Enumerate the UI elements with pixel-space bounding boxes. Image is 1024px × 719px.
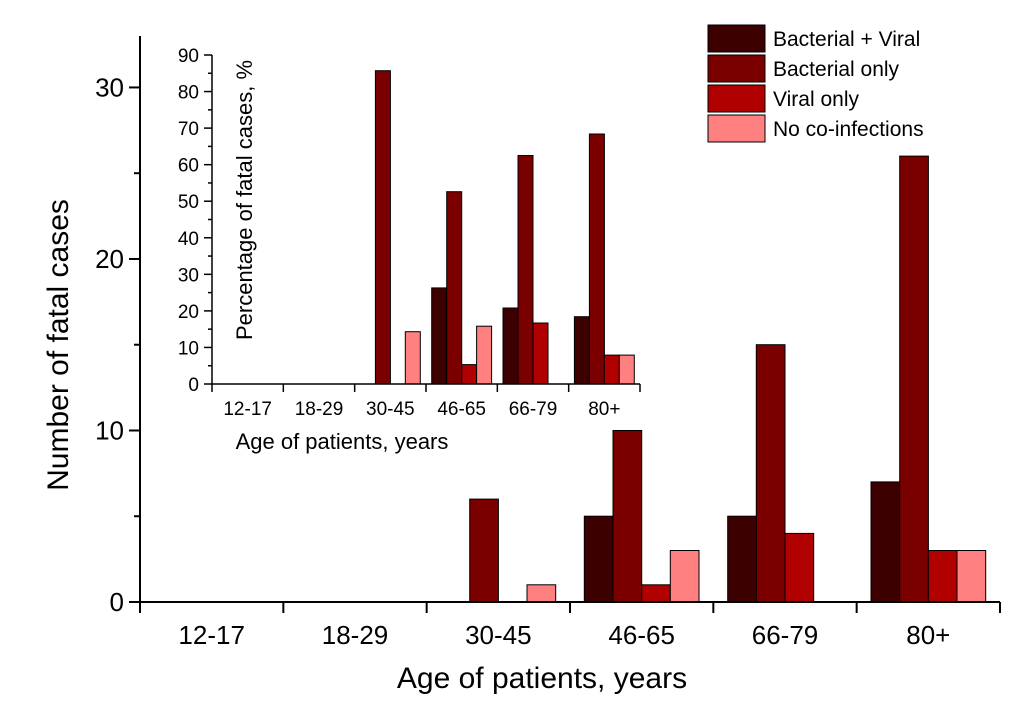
main-bar [870, 481, 901, 603]
inset-bar [502, 307, 519, 385]
main-y-tick-label: 10 [95, 415, 124, 445]
inset-x-tick-label: 12-17 [223, 399, 272, 420]
inset-y-axis-title: Percentage of fatal cases, % [232, 60, 257, 340]
inset-y-tick-label: 60 [178, 156, 199, 177]
legend-label: Viral only [773, 88, 859, 111]
main-bar [956, 550, 987, 603]
main-chart: 0 10 20 30 12-17 18-29 30-45 46-65 66-79 80+ Age o… [42, 36, 1001, 695]
inset-y-tick-label: 0 [188, 375, 199, 396]
inset-bar [603, 354, 620, 385]
main-x-tick-label: 80+ [906, 620, 950, 650]
inset-bar [404, 331, 421, 385]
main-bar [583, 515, 614, 603]
inset-bar [588, 133, 605, 385]
inset-y-tick-label: 80 [178, 83, 199, 104]
legend-swatch [707, 114, 766, 143]
main-y-tick-label: 30 [95, 72, 124, 102]
main-x-tick-label: 66-79 [752, 620, 819, 650]
main-y-tick-label: 20 [95, 244, 124, 274]
legend: Bacterial + Viral Bacterial only Viral onl… [707, 24, 924, 143]
main-x-tick-label: 30-45 [465, 620, 532, 650]
main-y-tick-label: 0 [110, 587, 124, 617]
main-x-tick-label: 18-29 [322, 620, 389, 650]
inset-y-tick-label: 10 [178, 338, 199, 359]
inset-bar [461, 364, 478, 385]
inset-bar [374, 70, 391, 385]
inset-bar [618, 354, 635, 385]
inset-y-tick-label: 20 [178, 302, 199, 323]
inset-bar [476, 325, 493, 385]
main-bar [784, 532, 815, 603]
inset-x-tick-label: 18-29 [295, 399, 344, 420]
inset-y-tick-label: 90 [178, 46, 199, 67]
main-bar [612, 430, 643, 603]
legend-label: Bacterial + Viral [773, 28, 920, 51]
legend-swatch [707, 84, 766, 113]
main-bar [727, 515, 757, 603]
inset-x-tick-label: 46-65 [437, 399, 486, 420]
legend-swatch [707, 24, 766, 53]
inset-chart: 0 10 20 30 40 50 60 70 80 90 12-17 18-29 30-45 46-65 6… [178, 46, 641, 454]
inset-bar [517, 155, 534, 385]
legend-label: No co-infections [773, 118, 924, 141]
main-x-axis-title: Age of patients, years [397, 662, 687, 695]
main-x-tick-label: 46-65 [608, 620, 675, 650]
inset-bar [446, 191, 463, 385]
main-bar [469, 498, 499, 603]
inset-x-tick-label: 66-79 [509, 399, 558, 420]
main-bar [899, 155, 929, 603]
inset-bar [431, 287, 448, 385]
main-x-tick-label: 12-17 [178, 620, 245, 650]
inset-y-tick-label: 50 [178, 192, 199, 213]
inset-bar [573, 316, 590, 385]
main-bar [526, 584, 557, 603]
inset-y-tick-label: 70 [178, 119, 199, 140]
legend-label: Bacterial only [773, 58, 900, 81]
inset-x-tick-label: 80+ [588, 399, 620, 420]
main-bar [669, 550, 700, 603]
legend-swatch [707, 54, 766, 83]
inset-y-tick-label: 30 [178, 265, 199, 286]
inset-y-tick-label: 40 [178, 229, 199, 250]
main-bar [927, 550, 958, 603]
main-bar [755, 344, 786, 603]
inset-x-tick-label: 30-45 [366, 399, 415, 420]
main-y-axis-title: Number of fatal cases [42, 199, 75, 491]
inset-x-axis-title: Age of patients, years [236, 429, 449, 454]
inset-bar [532, 322, 549, 385]
main-bar [641, 584, 671, 603]
